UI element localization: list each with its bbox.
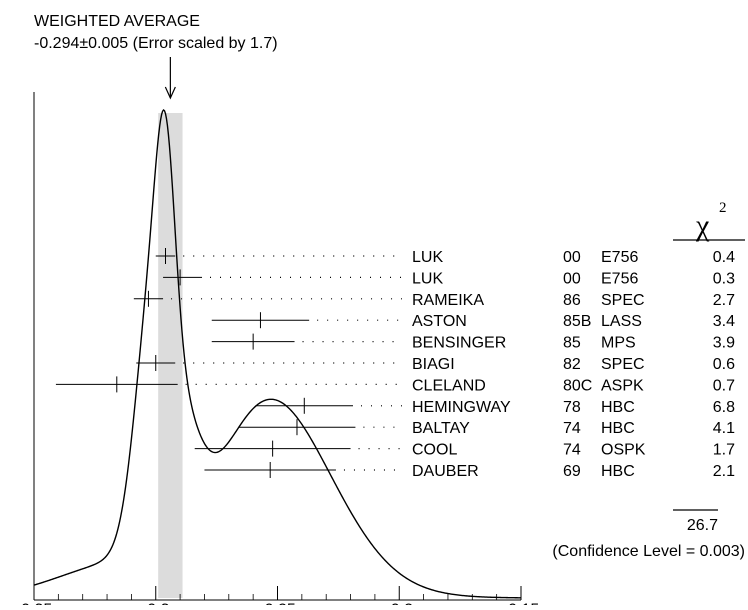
measurement-author: DAUBER: [412, 463, 479, 480]
measurement-technique: MPS: [601, 335, 636, 352]
measurement-author: LUK: [412, 270, 443, 287]
header-title: WEIGHTED AVERAGE: [34, 13, 200, 30]
measurement-chi2: 2.1: [713, 463, 735, 480]
measurement-year: 00: [563, 270, 581, 287]
measurement-technique: SPEC: [601, 356, 645, 373]
measurement-year: 82: [563, 356, 581, 373]
x-tick-label: -0.2: [385, 601, 413, 605]
measurement-technique: HBC: [601, 463, 635, 480]
measurement-chi2: 3.9: [713, 335, 735, 352]
measurement-year: 74: [563, 442, 581, 459]
measurement-chi2: 3.4: [713, 313, 735, 330]
measurement-author: COOL: [412, 442, 457, 459]
measurement-technique: ASPK: [601, 377, 644, 394]
measurement-year: 74: [563, 420, 581, 437]
measurement-chi2: 2.7: [713, 292, 735, 309]
measurement-year: 85B: [563, 313, 591, 330]
chi2-summary: 26.7 (Confidence Level = 0.003): [552, 517, 745, 560]
x-tick-label: -0.25: [259, 601, 296, 605]
ideogram-curve: [33, 109, 522, 599]
measurement-chi2: 1.7: [713, 442, 735, 459]
measurement-technique: LASS: [601, 313, 642, 330]
measurement-year: 85: [563, 335, 581, 352]
measurement-year: 00: [563, 249, 581, 266]
header: WEIGHTED AVERAGE -0.294±0.005 (Error sca…: [34, 13, 278, 52]
confidence-level: (Confidence Level = 0.003): [552, 543, 745, 560]
average-arrow-layer: [164, 57, 176, 100]
x-tick-label: -0.3: [142, 601, 170, 605]
measurement-chi2: 6.8: [713, 399, 735, 416]
measurement-table: LUK 00 E756 0.4 LUK 00 E756 0.3 RAMEIKA 86 SPEC 2.7…: [412, 239, 745, 511]
measurement-year: 69: [563, 463, 581, 480]
average-arrow-head: [164, 86, 176, 100]
measurement-chi2: 0.4: [713, 249, 735, 266]
chi2-symbol: χ: [695, 209, 710, 242]
measurement-chi2: 0.6: [713, 356, 735, 373]
measurement-technique: SPEC: [601, 292, 645, 309]
measurement-technique: E756: [601, 249, 638, 266]
measurement-author: BIAGI: [412, 356, 455, 373]
measurement-author: BALTAY: [412, 420, 470, 437]
measurement-technique: HBC: [601, 399, 635, 416]
measurement-author: LUK: [412, 249, 443, 266]
measurement-technique: OSPK: [601, 442, 646, 459]
ideogram-curve-layer: [33, 109, 522, 599]
chi2-superscript: 2: [719, 200, 727, 216]
chi2-header: χ 2: [695, 200, 727, 242]
measurement-chi2: 0.3: [713, 270, 735, 287]
measurement-author: CLELAND: [412, 377, 486, 394]
x-tick-label: -0.15: [503, 601, 540, 605]
measurement-author: HEMINGWAY: [412, 399, 511, 416]
measurement-chi2: 0.7: [713, 377, 735, 394]
measurement-author: ASTON: [412, 313, 467, 330]
measurement-year: 78: [563, 399, 581, 416]
measurement-technique: HBC: [601, 420, 635, 437]
measurements-layer: [55, 248, 402, 478]
header-average: -0.294±0.005 (Error scaled by 1.7): [34, 35, 278, 52]
weighted-average-band-layer: [158, 113, 183, 598]
measurement-author: RAMEIKA: [412, 292, 484, 309]
average-band: [158, 113, 183, 598]
measurement-year: 80C: [563, 377, 592, 394]
measurement-author: BENSINGER: [412, 335, 506, 352]
chi2-total: 26.7: [687, 517, 718, 534]
measurement-technique: E756: [601, 270, 638, 287]
x-tick-label: -0.35: [16, 601, 53, 605]
measurement-year: 86: [563, 292, 581, 309]
measurement-chi2: 4.1: [713, 420, 735, 437]
